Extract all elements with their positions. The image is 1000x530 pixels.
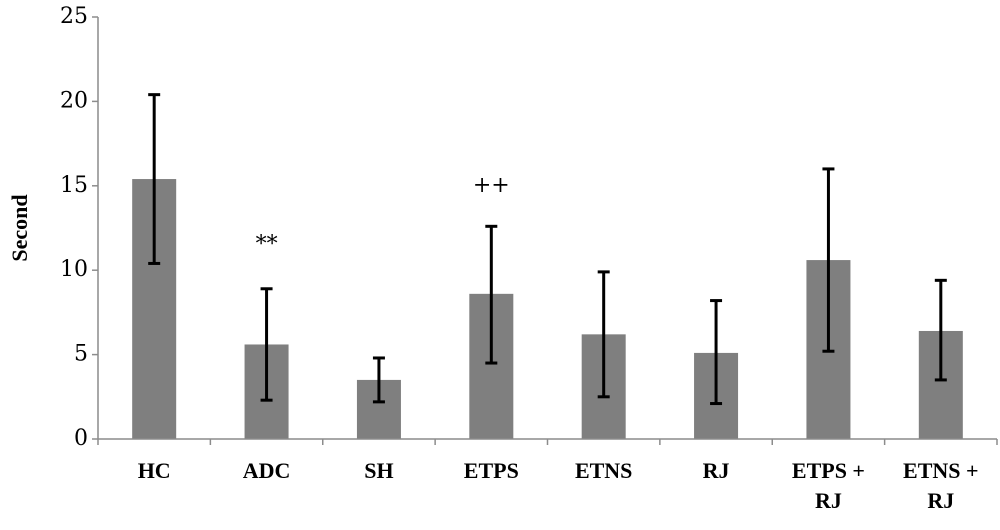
category-label-line: ADC <box>243 458 291 483</box>
error-bar <box>485 224 498 365</box>
category-labels: HC ADC SH ETPS ETNS RJ ETPS + RJ ETNS + RJ <box>138 458 979 513</box>
bars <box>132 179 963 439</box>
axes <box>92 16 998 445</box>
category-label-line: ETNS + <box>903 458 979 483</box>
error-bars <box>148 93 947 406</box>
error-bar <box>260 287 273 402</box>
category-label-line: ETPS <box>464 458 519 483</box>
y-tick-label: 15 <box>60 173 88 198</box>
error-bar <box>710 299 723 406</box>
category-label-line: RJ <box>703 458 730 483</box>
category-label-line: RJ <box>815 488 842 513</box>
error-bar <box>148 93 161 265</box>
y-tick-label: 10 <box>60 257 88 282</box>
y-tick-label: 20 <box>60 88 88 113</box>
y-tick-label: 0 <box>74 426 88 451</box>
y-tick-label: 25 <box>60 4 88 29</box>
category-label: ETPS + RJ <box>792 458 865 513</box>
category-label: ETNS + RJ <box>903 458 979 513</box>
y-axis-title: Second <box>7 194 32 261</box>
category-label-line: RJ <box>927 488 954 513</box>
error-bar <box>934 278 947 382</box>
y-tick-label: 5 <box>74 342 88 367</box>
error-bar <box>597 270 610 399</box>
y-axis-title-group: Second <box>7 194 32 261</box>
y-tick-labels: 0 5 10 15 20 25 <box>60 4 88 451</box>
error-bar <box>822 167 835 353</box>
significance-marker: ++ <box>473 173 510 198</box>
category-label-line: ETNS <box>575 458 632 483</box>
significance-marker: ** <box>256 232 278 257</box>
category-label: ETPS <box>464 458 519 483</box>
category-label: RJ <box>703 458 730 483</box>
category-label-line: SH <box>364 458 393 483</box>
annotations: ** ++ <box>256 173 510 257</box>
category-label: SH <box>364 458 393 483</box>
category-label: HC <box>138 458 171 483</box>
category-label-line: ETPS + <box>792 458 865 483</box>
category-label: ADC <box>243 458 291 483</box>
category-label-line: HC <box>138 458 171 483</box>
category-label: ETNS <box>575 458 632 483</box>
error-bar <box>372 356 385 404</box>
